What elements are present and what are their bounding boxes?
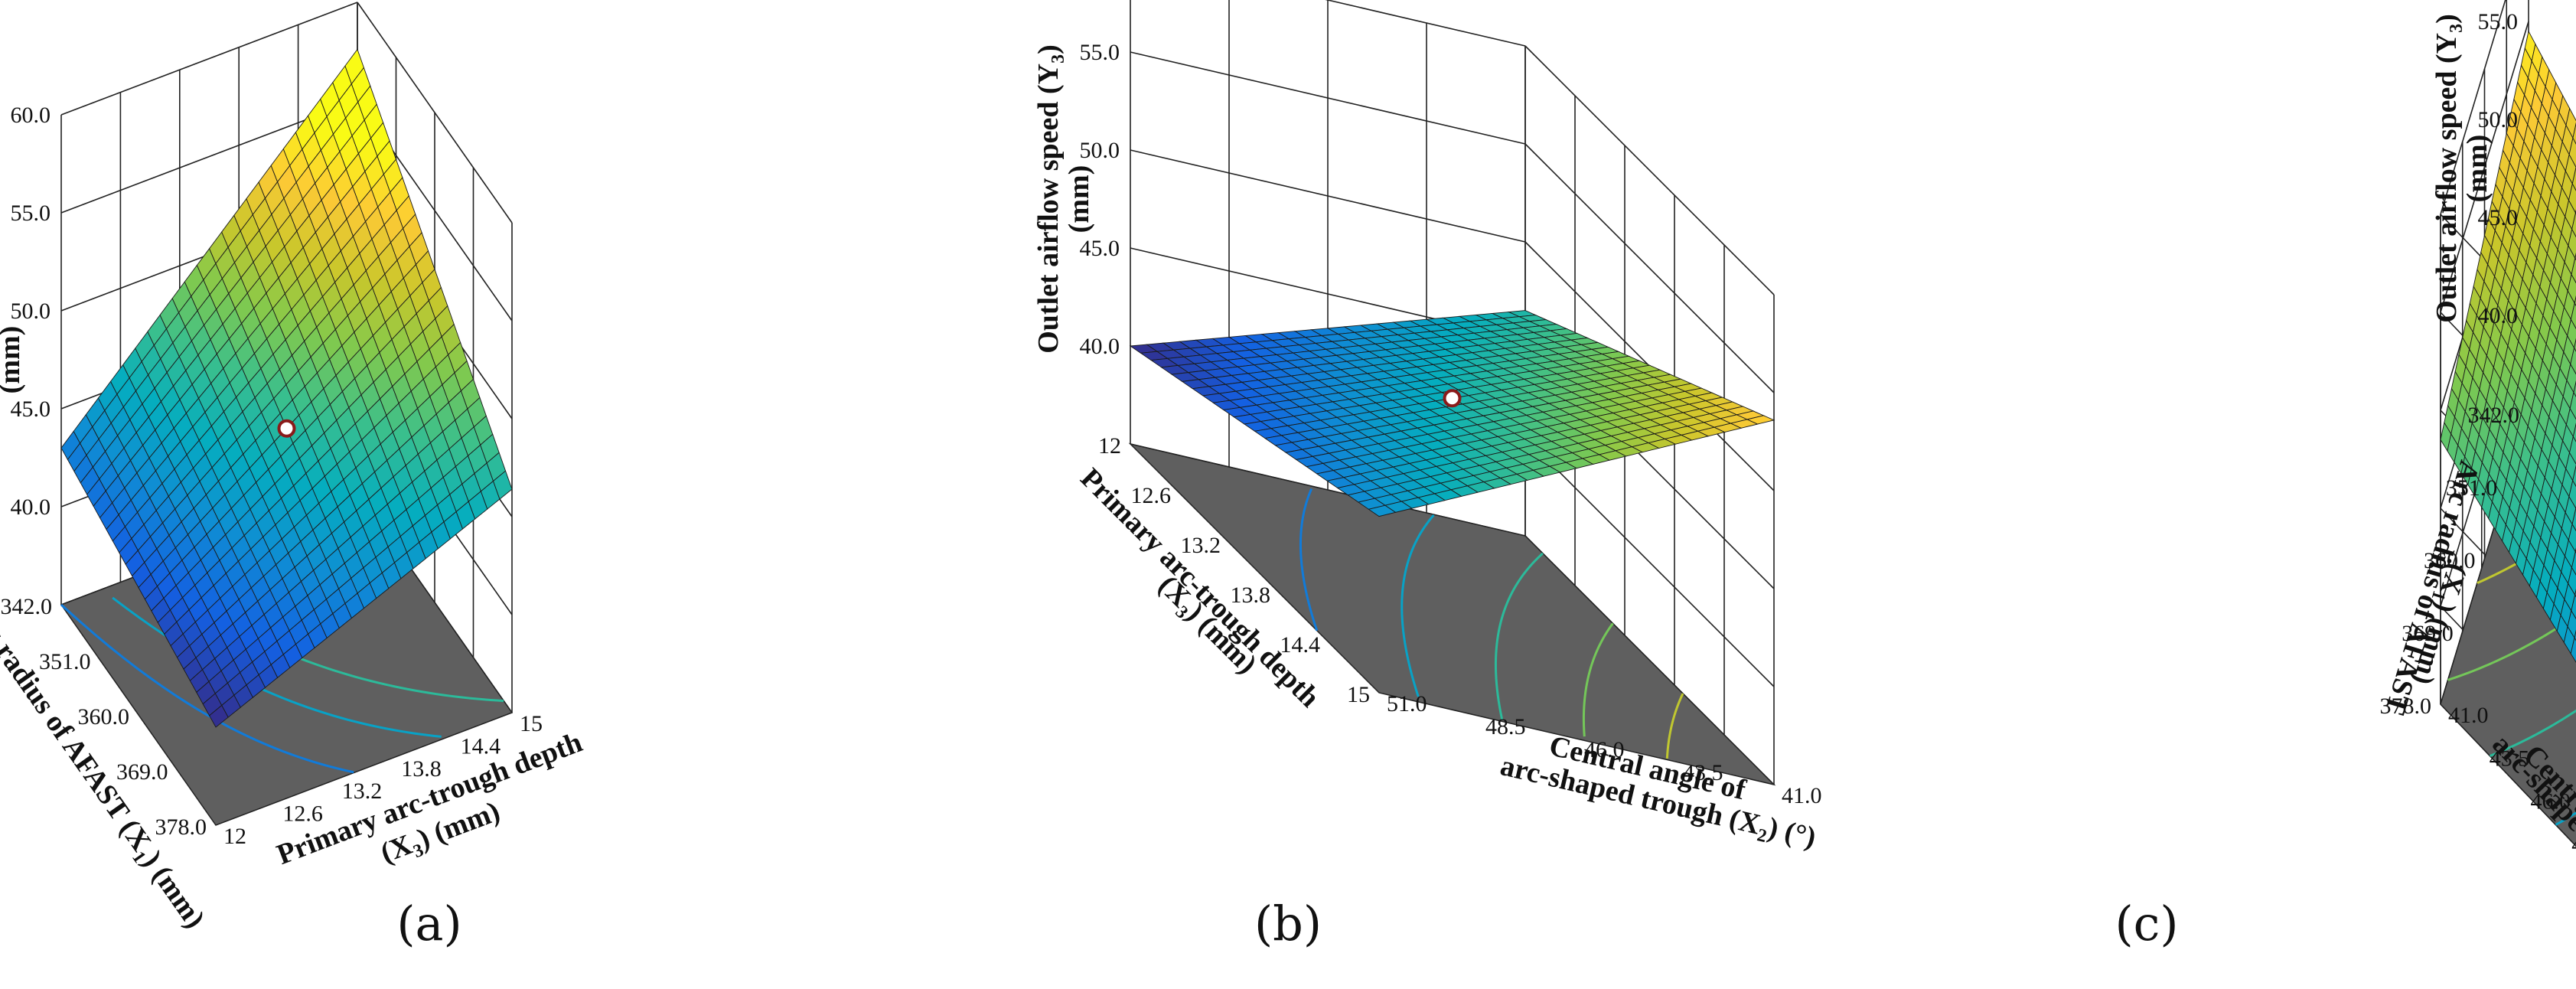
wall-grid-line bbox=[1524, 437, 1775, 687]
z-tick-label: 50.0 bbox=[2478, 107, 2519, 132]
surface-cell bbox=[2569, 436, 2576, 465]
y-tick-label: 41.0 bbox=[1782, 783, 1822, 808]
y-tick-label: 13.8 bbox=[401, 756, 442, 782]
z-tick-label: 50.0 bbox=[11, 299, 51, 324]
wall-grid-line bbox=[1325, 0, 1526, 47]
z-axis: 40.045.050.055.060.0 bbox=[1080, 40, 1120, 359]
z-tick-label: 60.0 bbox=[11, 103, 51, 128]
surface-cell bbox=[2571, 257, 2576, 284]
y-tick-label: 43.5 bbox=[1683, 760, 1723, 785]
wall-grid-line bbox=[1524, 45, 1775, 295]
y-tick-label: 13.2 bbox=[342, 778, 383, 804]
response-surface bbox=[1129, 310, 1775, 517]
z-axis: 40.045.050.055.060.0 bbox=[2478, 9, 2519, 328]
y-axis: 41.043.546.048.551.0 bbox=[2448, 703, 2576, 857]
x-axis: 342.0 351.0 360.0 369.0 378.0 bbox=[2380, 403, 2520, 719]
response-surface bbox=[2440, 30, 2576, 663]
floor-contours bbox=[1299, 488, 1684, 759]
y-tick-label: 14.4 bbox=[461, 733, 501, 759]
z-tick-label: 50.0 bbox=[1080, 138, 1120, 163]
surface-cell bbox=[1368, 504, 1397, 517]
z-tick-label: 55.0 bbox=[2478, 9, 2519, 34]
x-tick-label: 369.0 bbox=[2402, 621, 2454, 646]
surface-plot-c: 40.045.050.055.060.0342.0351.0360.0369.0… bbox=[2379, 0, 2576, 942]
wall-grid-line bbox=[1524, 143, 1775, 393]
x-tick-label: 369.0 bbox=[116, 759, 168, 785]
x-tick-label: 14.4 bbox=[1280, 632, 1321, 658]
contour-line bbox=[2447, 614, 2576, 681]
x-tick-label: 15 bbox=[1347, 682, 1370, 707]
x-tick-label: 13.8 bbox=[1231, 583, 1271, 608]
wall-grid-line bbox=[60, 2, 358, 116]
contour-line bbox=[1299, 488, 1319, 632]
y-tick-label: 12.6 bbox=[282, 801, 323, 827]
z-axis-units: (mm) bbox=[1063, 165, 1095, 233]
x-tick-label: 378.0 bbox=[2380, 694, 2432, 719]
y-axis: 12 12.6 13.2 13.8 14.4 15 bbox=[223, 711, 543, 849]
y-tick-label: 48.5 bbox=[2571, 832, 2576, 857]
x-tick-label: 351.0 bbox=[39, 649, 91, 674]
design-center-point bbox=[277, 419, 296, 438]
z-axis-units: (mm) bbox=[0, 326, 26, 394]
y-tick-label: 43.5 bbox=[2490, 746, 2530, 771]
z-tick-label: 55.0 bbox=[11, 201, 51, 226]
x-tick-label: 342.0 bbox=[2468, 403, 2520, 428]
z-tick-label: 40.0 bbox=[1080, 334, 1120, 359]
x-tick-label: 351.0 bbox=[2446, 475, 2498, 501]
contour-line bbox=[2489, 709, 2576, 757]
y-tick-label: 12 bbox=[223, 824, 246, 849]
surface-cell bbox=[2572, 465, 2576, 488]
y-tick-label: 46.0 bbox=[2531, 789, 2571, 814]
y-tick-label: 48.5 bbox=[1485, 714, 1526, 739]
surface-cell bbox=[2570, 347, 2576, 375]
y-tick-label: 41.0 bbox=[2448, 703, 2489, 728]
contour-line bbox=[1494, 552, 1544, 720]
x-tick-label: 360.0 bbox=[78, 704, 130, 730]
panel-label-c: (c) bbox=[2115, 896, 2179, 951]
contour-line bbox=[1582, 622, 1614, 737]
surface-cell bbox=[2570, 302, 2576, 330]
panel-label-a: (a) bbox=[396, 896, 462, 951]
surface-cell bbox=[2570, 637, 2576, 663]
z-axis: 40.0 45.0 50.0 55.0 60.0 bbox=[11, 103, 51, 520]
z-tick-label: 40.0 bbox=[2478, 303, 2519, 328]
surface-plot-b: 40.045.050.055.060.01212.613.213.814.415… bbox=[1032, 0, 1822, 854]
y-axis: 51.0 48.5 46.0 43.5 41.0 bbox=[1387, 691, 1822, 808]
x-tick-label: 342.0 bbox=[1, 594, 53, 619]
surface-cell bbox=[2571, 507, 2576, 532]
contour-line bbox=[1400, 514, 1435, 697]
z-axis-units: (mm) bbox=[2461, 135, 2493, 203]
z-tick-label: 55.0 bbox=[1080, 40, 1120, 65]
panel-b: 40.045.050.055.060.01212.613.213.814.415… bbox=[859, 0, 1822, 989]
x-tick-label: 378.0 bbox=[155, 814, 207, 840]
panel-c: 40.045.050.055.060.0342.0351.0360.0369.0… bbox=[1717, 0, 2576, 989]
z-tick-label: 45.0 bbox=[1080, 236, 1120, 261]
panel-label-b: (b) bbox=[1254, 896, 1322, 951]
z-tick-label: 45.0 bbox=[11, 397, 51, 422]
contour-line bbox=[60, 603, 354, 774]
z-axis-title: Outlet airflow speed (Y3) bbox=[1032, 44, 1068, 354]
x-tick-label: 12 bbox=[1098, 433, 1121, 459]
contour-line bbox=[2555, 811, 2576, 826]
x-tick-label: 13.2 bbox=[1181, 533, 1221, 558]
x-axis: 342.0 351.0 360.0 369.0 378.0 bbox=[1, 594, 207, 840]
z-axis-title: Outlet airflow speed (Y3) bbox=[2431, 14, 2467, 323]
surface-cell bbox=[209, 704, 229, 728]
surface-plot-a: 40.0 45.0 50.0 55.0 60.0 342.0 351.0 360.0 369.0… bbox=[0, 2, 586, 934]
contour-line bbox=[1665, 693, 1684, 759]
panel-a: 40.0 45.0 50.0 55.0 60.0 342.0 351.0 360.0 369.0… bbox=[0, 0, 859, 989]
x-tick-label: 12.6 bbox=[1131, 483, 1172, 508]
x-tick-label: 360.0 bbox=[2424, 548, 2476, 573]
design-center-point bbox=[1443, 389, 1462, 408]
response-surface bbox=[60, 48, 513, 728]
surface-cell bbox=[2568, 137, 2576, 168]
z-tick-label: 40.0 bbox=[11, 494, 51, 520]
z-tick-label: 45.0 bbox=[2478, 205, 2519, 230]
y-tick-label: 15 bbox=[520, 711, 543, 736]
y-tick-label: 46.0 bbox=[1584, 737, 1625, 762]
x-axis: 12 12.6 13.2 13.8 14.4 15 bbox=[1098, 433, 1370, 707]
y-tick-label: 51.0 bbox=[1387, 691, 1427, 716]
surface-cell bbox=[2569, 391, 2576, 420]
